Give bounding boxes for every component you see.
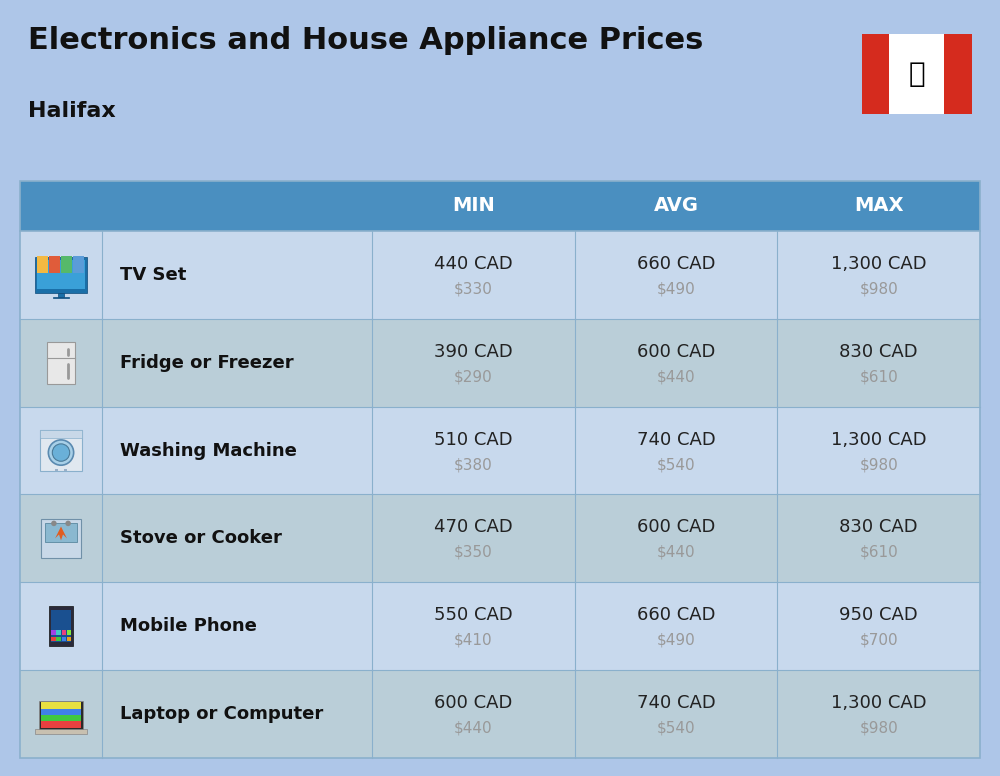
Text: 1,300 CAD: 1,300 CAD: [831, 255, 926, 273]
Bar: [40, 430, 82, 471]
Text: $610: $610: [859, 369, 898, 384]
Circle shape: [51, 521, 57, 526]
Bar: [53, 296, 69, 298]
Text: 660 CAD: 660 CAD: [637, 255, 715, 273]
Bar: [45, 522, 77, 542]
Bar: [20, 319, 980, 407]
Bar: [944, 34, 972, 114]
Text: $490: $490: [657, 632, 695, 648]
Bar: [47, 342, 75, 383]
Bar: [61, 256, 72, 273]
Text: $440: $440: [657, 545, 695, 560]
Text: 660 CAD: 660 CAD: [637, 606, 715, 624]
Bar: [20, 582, 980, 670]
Bar: [51, 610, 71, 642]
Text: $980: $980: [859, 282, 898, 296]
Bar: [55, 469, 58, 471]
Text: $700: $700: [859, 632, 898, 648]
Bar: [62, 630, 66, 635]
Bar: [35, 729, 87, 734]
Bar: [41, 702, 81, 708]
Bar: [41, 715, 81, 721]
Text: Washing Machine: Washing Machine: [120, 442, 297, 459]
Text: 740 CAD: 740 CAD: [637, 694, 715, 712]
Bar: [862, 34, 972, 114]
Bar: [51, 630, 56, 635]
Bar: [49, 607, 73, 646]
Text: $330: $330: [454, 282, 493, 296]
Text: 🍁: 🍁: [909, 60, 925, 88]
Text: $490: $490: [657, 282, 695, 296]
Text: 830 CAD: 830 CAD: [839, 343, 918, 361]
Text: Halifax: Halifax: [28, 101, 116, 121]
Bar: [37, 260, 85, 289]
Bar: [49, 256, 60, 273]
Bar: [41, 721, 81, 728]
Text: $350: $350: [454, 545, 493, 560]
Bar: [862, 34, 890, 114]
Text: 510 CAD: 510 CAD: [434, 431, 513, 449]
Text: MAX: MAX: [854, 196, 903, 216]
Bar: [20, 494, 980, 582]
Text: 830 CAD: 830 CAD: [839, 518, 918, 536]
Bar: [62, 636, 66, 641]
Bar: [41, 702, 81, 728]
Text: Mobile Phone: Mobile Phone: [120, 617, 257, 636]
Text: 1,300 CAD: 1,300 CAD: [831, 431, 926, 449]
Text: 600 CAD: 600 CAD: [637, 518, 715, 536]
Text: AVG: AVG: [654, 196, 699, 216]
Circle shape: [48, 440, 74, 465]
Text: $440: $440: [454, 721, 493, 736]
Bar: [58, 293, 64, 297]
Bar: [20, 181, 980, 758]
Circle shape: [52, 444, 70, 461]
Text: 470 CAD: 470 CAD: [434, 518, 513, 536]
Text: 390 CAD: 390 CAD: [434, 343, 513, 361]
Text: 440 CAD: 440 CAD: [434, 255, 513, 273]
Text: 740 CAD: 740 CAD: [637, 431, 715, 449]
Text: $980: $980: [859, 457, 898, 472]
Bar: [51, 636, 56, 641]
Bar: [20, 231, 980, 319]
Text: Laptop or Computer: Laptop or Computer: [120, 705, 323, 723]
Text: 550 CAD: 550 CAD: [434, 606, 513, 624]
Text: TV Set: TV Set: [120, 266, 186, 284]
Text: Fridge or Freezer: Fridge or Freezer: [120, 354, 294, 372]
Bar: [20, 181, 980, 231]
Text: $980: $980: [859, 721, 898, 736]
Bar: [41, 708, 81, 715]
Text: $410: $410: [454, 632, 493, 648]
Text: 600 CAD: 600 CAD: [434, 694, 513, 712]
Bar: [64, 469, 67, 471]
Text: 950 CAD: 950 CAD: [839, 606, 918, 624]
Bar: [67, 630, 71, 635]
Bar: [67, 636, 71, 641]
Text: $380: $380: [454, 457, 493, 472]
Text: $610: $610: [859, 545, 898, 560]
Text: 600 CAD: 600 CAD: [637, 343, 715, 361]
Bar: [56, 636, 61, 641]
Text: $290: $290: [454, 369, 493, 384]
Text: 1,300 CAD: 1,300 CAD: [831, 694, 926, 712]
Text: $540: $540: [657, 457, 695, 472]
Bar: [39, 701, 83, 729]
Text: Electronics and House Appliance Prices: Electronics and House Appliance Prices: [28, 26, 703, 55]
Bar: [37, 256, 48, 273]
Text: MIN: MIN: [452, 196, 495, 216]
Bar: [20, 407, 980, 494]
Bar: [41, 518, 81, 558]
Polygon shape: [55, 527, 67, 540]
Text: $540: $540: [657, 721, 695, 736]
Text: $440: $440: [657, 369, 695, 384]
Bar: [35, 257, 87, 293]
Bar: [56, 630, 61, 635]
Circle shape: [65, 521, 71, 526]
Bar: [20, 670, 980, 758]
Bar: [40, 430, 82, 438]
Text: Stove or Cooker: Stove or Cooker: [120, 529, 282, 547]
Bar: [73, 256, 84, 273]
